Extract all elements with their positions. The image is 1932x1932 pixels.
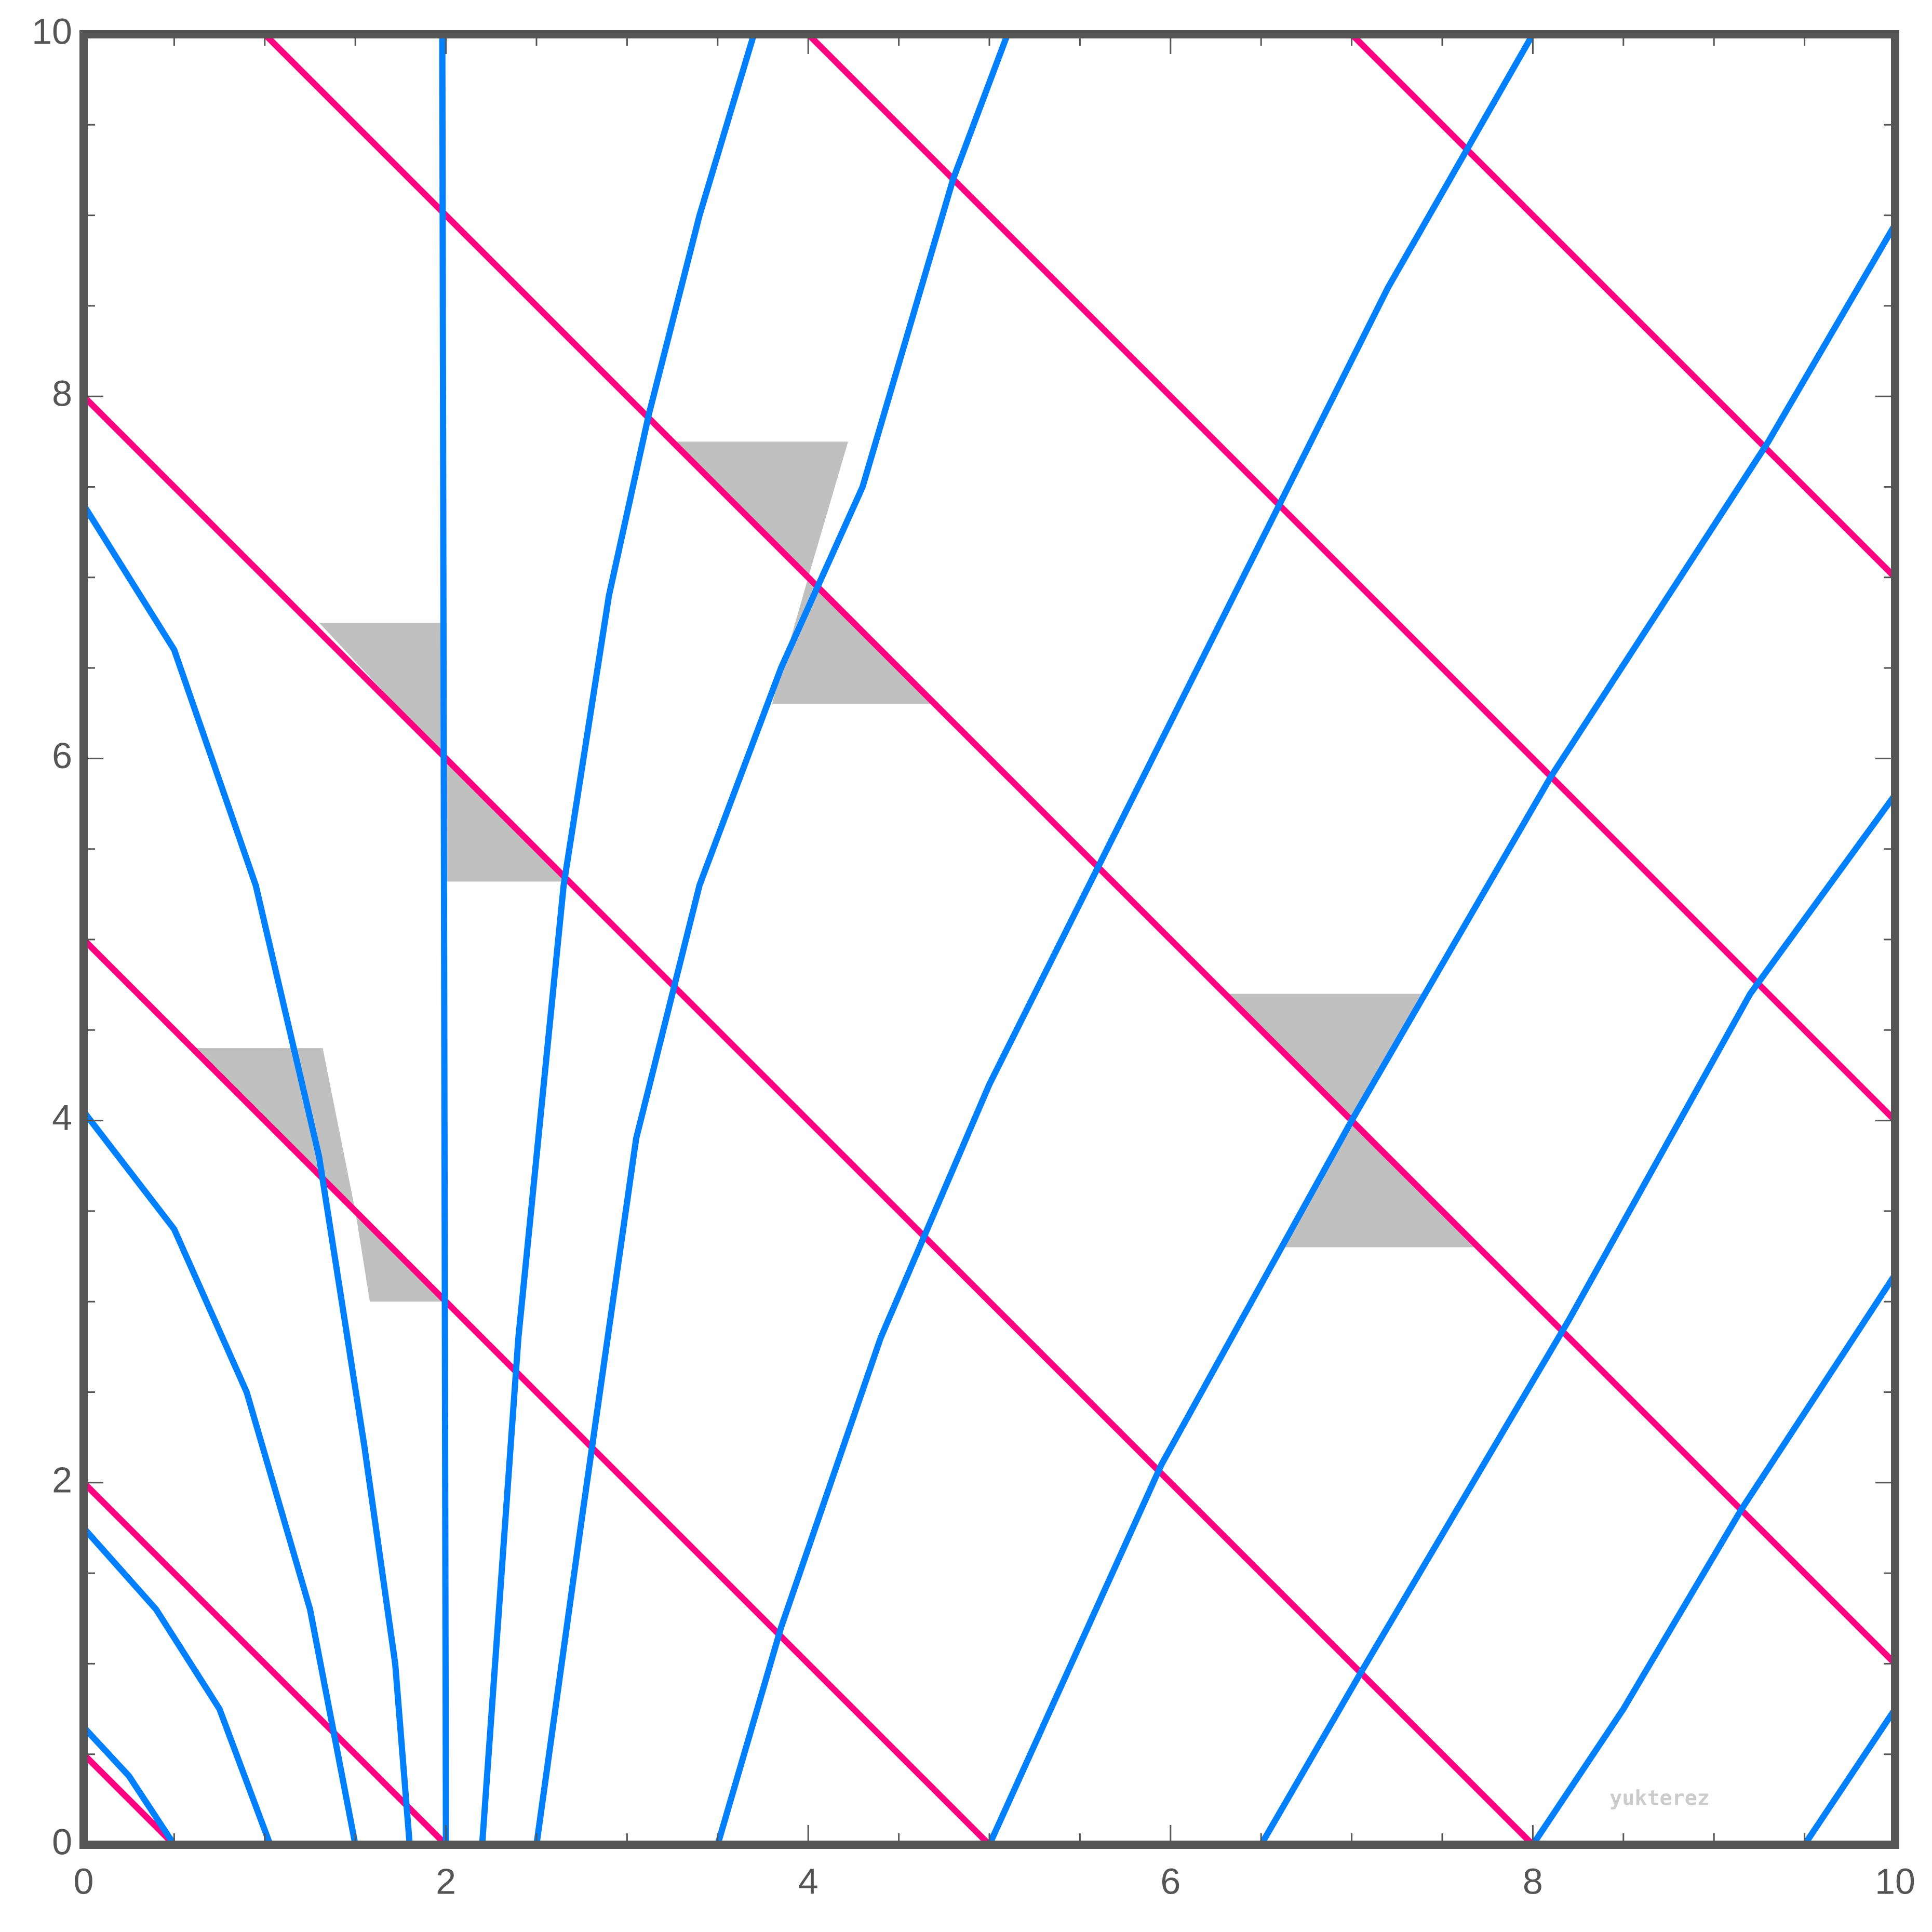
- lines: [84, 34, 1895, 1845]
- curve: [84, 1525, 273, 1845]
- curve: [262, 34, 1895, 1666]
- y-tick-label: 0: [52, 1821, 72, 1862]
- curve: [84, 394, 1535, 1845]
- curve: [1802, 1707, 1895, 1845]
- curve: [1258, 793, 1895, 1845]
- curve: [986, 223, 1895, 1845]
- x-tick-label: 10: [1875, 1861, 1915, 1901]
- y-tick-label: 2: [52, 1459, 72, 1500]
- curve: [1349, 34, 1895, 580]
- x-tick-label: 0: [74, 1861, 94, 1901]
- x-tick-label: 2: [436, 1861, 456, 1901]
- curve: [84, 1480, 448, 1845]
- y-tick-label: 10: [32, 11, 72, 51]
- x-tick-label: 8: [1523, 1861, 1543, 1901]
- curve: [715, 34, 1536, 1845]
- curve: [84, 1109, 359, 1845]
- x-tick-label: 4: [798, 1861, 819, 1901]
- curve: [806, 34, 1895, 1123]
- curve: [84, 503, 413, 1845]
- curve: [84, 1725, 177, 1845]
- curve: [84, 937, 992, 1845]
- curve: [533, 34, 1011, 1845]
- curve: [84, 1752, 177, 1845]
- curve: [439, 34, 449, 1845]
- curve: [479, 34, 757, 1845]
- y-tick-label: 6: [52, 735, 72, 776]
- curve: [1530, 1272, 1895, 1845]
- watermark: yukterez: [1609, 1786, 1710, 1810]
- regions: [192, 441, 1479, 1302]
- x-tick-label: 6: [1160, 1861, 1180, 1901]
- axes: yukterez 0 2 4 6 8 10 0 2 4 6 8 10: [32, 11, 1915, 1901]
- y-tick-label: 4: [52, 1097, 72, 1138]
- y-tick-label: 8: [52, 373, 72, 414]
- plot-frame: [79, 30, 1899, 1849]
